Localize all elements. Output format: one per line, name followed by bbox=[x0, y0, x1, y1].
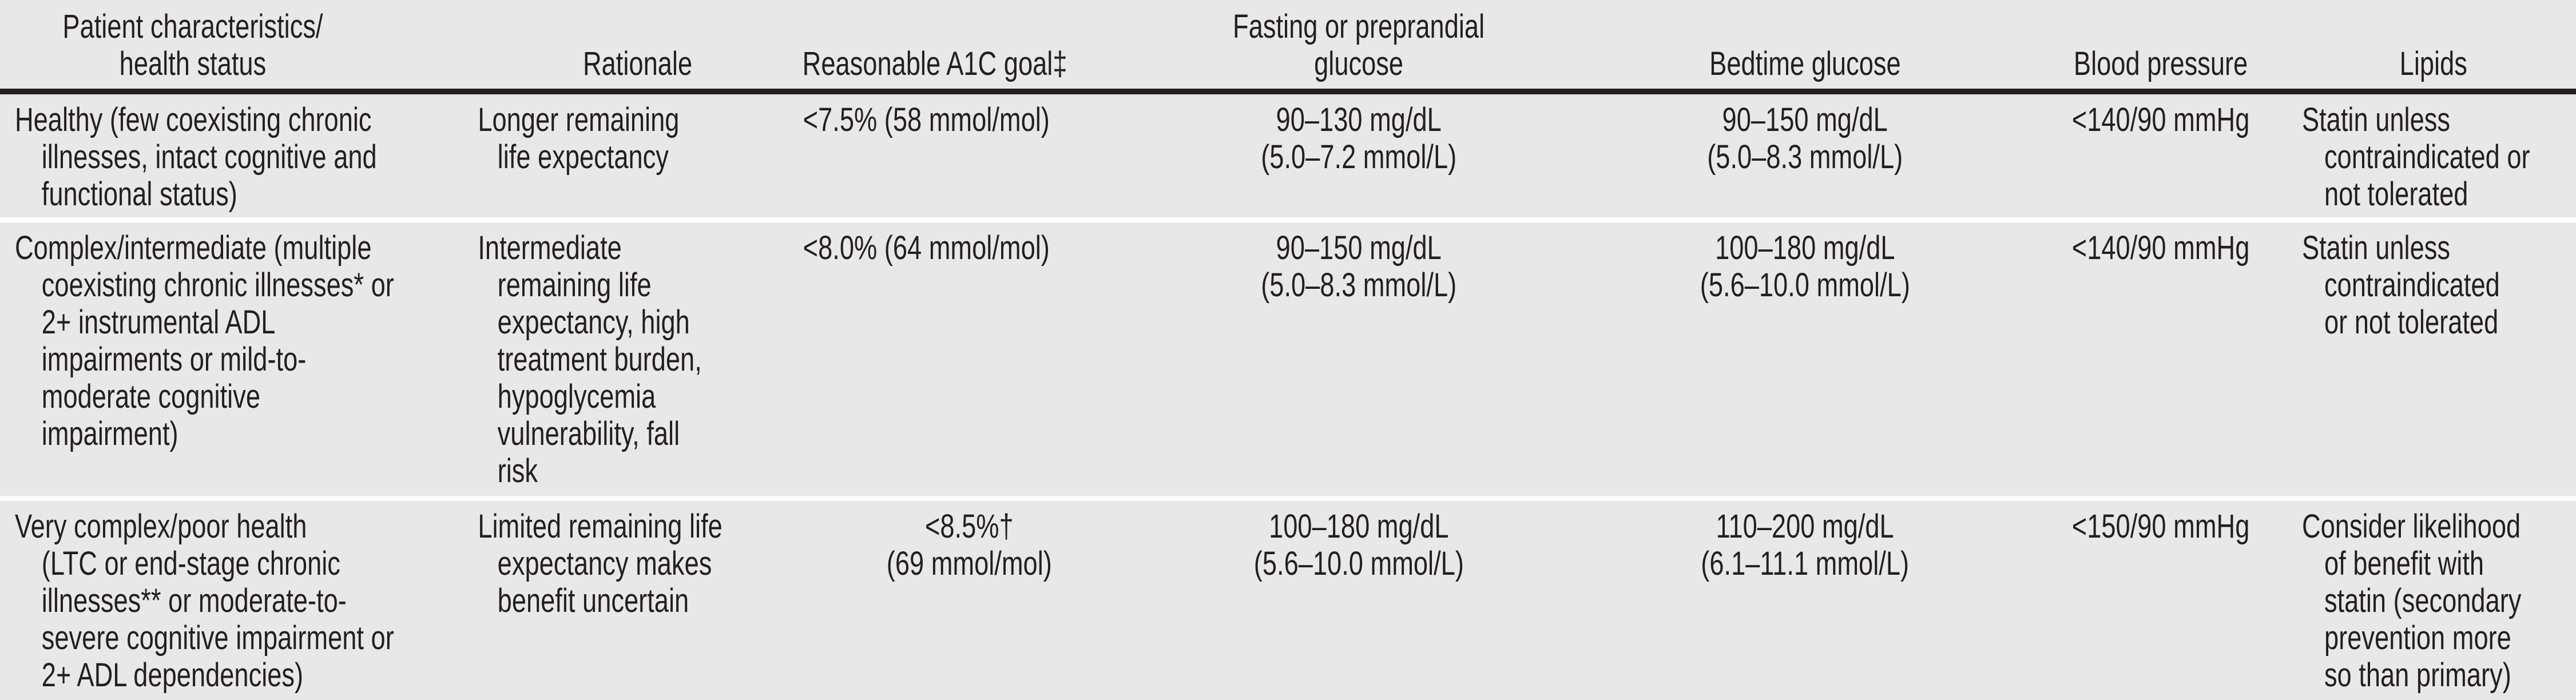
cell-very-complex-fasting-glucose-text: 100–180 mg/dL (5.6–10.0 mmol/L) bbox=[1253, 508, 1463, 582]
col-header-a1c-goal: Reasonable A1C goal‡ bbox=[800, 0, 1138, 92]
cell-very-complex-patient-characteristics: Very complex/poor health (LTC or end-sta… bbox=[0, 499, 476, 700]
col-header-bedtime-glucose-label: Bedtime glucose bbox=[1709, 45, 1900, 82]
cell-complex-rationale: Intermediate remaining life expectancy, … bbox=[476, 220, 800, 499]
cell-very-complex-rationale-text: Limited remaining life expectancy makes … bbox=[477, 508, 728, 619]
cell-complex-lipids: Statin unless contraindicated or not tol… bbox=[2291, 220, 2576, 499]
col-header-patient-characteristics-label: Patient characteristics/ health status bbox=[0, 8, 371, 82]
cell-healthy-rationale-text: Longer remaining life expectancy bbox=[477, 101, 728, 176]
col-header-a1c-goal-label: Reasonable A1C goal‡ bbox=[800, 45, 1064, 82]
cell-complex-patient-characteristics-text: Complex/intermediate (multiple coexistin… bbox=[1, 229, 371, 452]
cell-complex-blood-pressure: <140/90 mmHg bbox=[2031, 220, 2291, 499]
col-header-lipids: Lipids bbox=[2291, 0, 2576, 92]
row-very-complex: Very complex/poor health (LTC or end-sta… bbox=[0, 499, 2576, 700]
cell-complex-blood-pressure-text: <140/90 mmHg bbox=[2072, 229, 2250, 267]
cell-healthy-patient-characteristics: Healthy (few coexisting chronic illnesse… bbox=[0, 92, 476, 220]
col-header-bedtime-glucose: Bedtime glucose bbox=[1579, 0, 2031, 92]
col-header-rationale-label: Rationale bbox=[583, 45, 692, 82]
col-header-patient-characteristics: Patient characteristics/ health status bbox=[0, 0, 476, 92]
cell-complex-bedtime-glucose-text: 100–180 mg/dL (5.6–10.0 mmol/L) bbox=[1700, 229, 1910, 304]
cell-healthy-patient-characteristics-text: Healthy (few coexisting chronic illnesse… bbox=[1, 101, 371, 213]
cell-healthy-bedtime-glucose-text: 90–150 mg/dL (5.0–8.3 mmol/L) bbox=[1707, 101, 1903, 176]
cell-very-complex-blood-pressure: <150/90 mmHg bbox=[2031, 499, 2291, 700]
cell-complex-rationale-text: Intermediate remaining life expectancy, … bbox=[477, 229, 728, 490]
cell-healthy-lipids: Statin unless contraindicated or not tol… bbox=[2291, 92, 2576, 220]
col-header-lipids-label: Lipids bbox=[2400, 45, 2467, 82]
cell-complex-a1c-goal-text: <8.0% (64 mmol/mol) bbox=[800, 229, 1063, 267]
col-header-fasting-glucose: Fasting or preprandial glucose bbox=[1138, 0, 1579, 92]
cell-complex-patient-characteristics: Complex/intermediate (multiple coexistin… bbox=[0, 220, 476, 499]
cell-healthy-fasting-glucose-text: 90–130 mg/dL (5.0–7.2 mmol/L) bbox=[1261, 101, 1456, 176]
cell-very-complex-bedtime-glucose-text: 110–200 mg/dL (6.1–11.1 mmol/L) bbox=[1701, 508, 1909, 582]
col-header-blood-pressure: Blood pressure bbox=[2031, 0, 2291, 92]
cell-very-complex-a1c-goal-text: <8.5%† (69 mmol/mol) bbox=[886, 508, 1051, 582]
cell-very-complex-rationale: Limited remaining life expectancy makes … bbox=[476, 499, 800, 700]
cell-very-complex-lipids: Consider likelihood of benefit with stat… bbox=[2291, 499, 2576, 700]
cell-healthy-rationale: Longer remaining life expectancy bbox=[476, 92, 800, 220]
cell-healthy-blood-pressure: <140/90 mmHg bbox=[2031, 92, 2291, 220]
cell-very-complex-blood-pressure-text: <150/90 mmHg bbox=[2072, 508, 2250, 545]
col-header-fasting-glucose-label: Fasting or preprandial glucose bbox=[1233, 8, 1485, 82]
cell-healthy-bedtime-glucose: 90–150 mg/dL (5.0–8.3 mmol/L) bbox=[1579, 92, 2031, 220]
header-row: Patient characteristics/ health status R… bbox=[0, 0, 2576, 92]
cell-complex-lipids-text: Statin unless contraindicated or not tol… bbox=[2292, 229, 2513, 341]
cell-complex-a1c-goal: <8.0% (64 mmol/mol) bbox=[800, 220, 1138, 499]
cell-healthy-fasting-glucose: 90–130 mg/dL (5.0–7.2 mmol/L) bbox=[1138, 92, 1579, 220]
cell-complex-fasting-glucose-text: 90–150 mg/dL (5.0–8.3 mmol/L) bbox=[1261, 229, 1456, 304]
col-header-blood-pressure-label: Blood pressure bbox=[2074, 45, 2248, 82]
cell-very-complex-bedtime-glucose: 110–200 mg/dL (6.1–11.1 mmol/L) bbox=[1579, 499, 2031, 700]
cell-healthy-lipids-text: Statin unless contraindicated or not tol… bbox=[2292, 101, 2513, 213]
cell-healthy-a1c-goal-text: <7.5% (58 mmol/mol) bbox=[800, 101, 1063, 138]
row-healthy: Healthy (few coexisting chronic illnesse… bbox=[0, 92, 2576, 220]
cell-complex-bedtime-glucose: 100–180 mg/dL (5.6–10.0 mmol/L) bbox=[1579, 220, 2031, 499]
cell-very-complex-a1c-goal: <8.5%† (69 mmol/mol) bbox=[800, 499, 1138, 700]
cell-healthy-blood-pressure-text: <140/90 mmHg bbox=[2072, 101, 2250, 138]
cell-complex-fasting-glucose: 90–150 mg/dL (5.0–8.3 mmol/L) bbox=[1138, 220, 1579, 499]
cell-healthy-a1c-goal: <7.5% (58 mmol/mol) bbox=[800, 92, 1138, 220]
cell-very-complex-lipids-text: Consider likelihood of benefit with stat… bbox=[2292, 508, 2513, 694]
row-complex-intermediate: Complex/intermediate (multiple coexistin… bbox=[0, 220, 2576, 499]
col-header-rationale: Rationale bbox=[476, 0, 800, 92]
cell-very-complex-patient-characteristics-text: Very complex/poor health (LTC or end-sta… bbox=[1, 508, 371, 694]
cell-very-complex-fasting-glucose: 100–180 mg/dL (5.6–10.0 mmol/L) bbox=[1138, 499, 1579, 700]
